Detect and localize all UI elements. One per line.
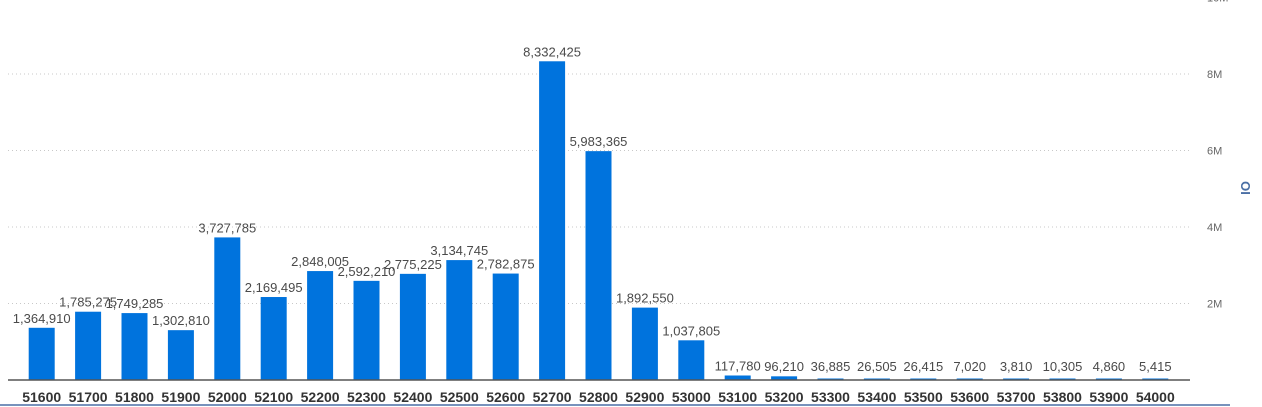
bar[interactable]	[539, 61, 566, 381]
bar[interactable]	[167, 330, 194, 380]
bar[interactable]	[399, 273, 426, 380]
bar-value-label: 26,505	[857, 359, 897, 374]
bar[interactable]	[771, 376, 798, 380]
gridlines	[8, 73, 1190, 304]
y-tick-label: 4M	[1207, 222, 1222, 234]
x-tick-label: 53200	[765, 389, 804, 405]
x-tick-label: 53600	[950, 389, 989, 405]
bar-value-label: 1,302,810	[152, 313, 210, 328]
x-tick-label: 54000	[1136, 389, 1175, 405]
x-tick-label: 53900	[1089, 389, 1128, 405]
bar-value-label: 3,134,745	[430, 243, 488, 258]
bar-value-label: 8,332,425	[523, 44, 581, 59]
x-tick-label: 51700	[69, 389, 108, 405]
bar[interactable]	[75, 311, 102, 380]
bar[interactable]	[214, 237, 241, 380]
bar[interactable]	[307, 271, 334, 380]
bar[interactable]	[724, 375, 751, 380]
x-tick-label: 53000	[672, 389, 711, 405]
bar-value-label: 1,749,285	[106, 296, 164, 311]
bars	[28, 61, 1169, 381]
y-tick-label: 10M	[1207, 0, 1228, 5]
bar-value-label: 1,364,910	[13, 311, 71, 326]
x-tick-label: 52800	[579, 389, 618, 405]
bar-value-label: 26,415	[903, 359, 943, 374]
x-tick-label: 52400	[393, 389, 432, 405]
bar-value-label: 1,892,550	[616, 291, 674, 306]
bar-value-label: 117,780	[715, 358, 761, 373]
bar-value-label: 96,210	[764, 359, 804, 374]
bar-value-label: 7,020	[953, 359, 986, 374]
bar[interactable]	[446, 260, 473, 380]
bar-value-label: 3,810	[1000, 359, 1033, 374]
x-tick-label: 51800	[115, 389, 154, 405]
x-tick-label: 51900	[161, 389, 200, 405]
bar-value-label: 36,885	[811, 359, 851, 374]
x-tick-label: 53100	[718, 389, 757, 405]
bar[interactable]	[121, 313, 148, 380]
x-tick-label: 52100	[254, 389, 293, 405]
bar-value-label: 10,305	[1043, 359, 1083, 374]
x-tick-label: 53400	[857, 389, 896, 405]
x-tick-label: 52300	[347, 389, 386, 405]
x-tick-label: 52600	[486, 389, 525, 405]
bar[interactable]	[28, 327, 55, 380]
x-tick-label: 53300	[811, 389, 850, 405]
x-tick-label: 52900	[625, 389, 664, 405]
bar[interactable]	[678, 340, 705, 380]
bar-value-label: 1,037,805	[662, 323, 720, 338]
x-tick-label: 53500	[904, 389, 943, 405]
y-tick-labels: 2M 4M 6M 8M 10M	[1207, 0, 1228, 311]
x-tick-label: 52200	[301, 389, 340, 405]
bar-value-label: 1,785,275	[59, 295, 117, 310]
y-tick-label: 2M	[1207, 299, 1222, 311]
bar-value-label: 2,775,225	[384, 257, 442, 272]
bar[interactable]	[585, 151, 612, 380]
y-axis-title: OI	[1238, 181, 1253, 195]
bar[interactable]	[492, 273, 519, 380]
bar-value-label: 3,727,785	[198, 220, 256, 235]
bar[interactable]	[353, 280, 380, 380]
x-tick-label: 53800	[1043, 389, 1082, 405]
bar-value-label: 2,848,005	[291, 254, 349, 269]
bar-value-label: 2,782,875	[477, 257, 535, 272]
x-tick-label: 51600	[22, 389, 61, 405]
bar-value-label: 2,169,495	[245, 280, 303, 295]
bar-value-label: 2,592,210	[338, 264, 396, 279]
x-tick-label: 52700	[533, 389, 572, 405]
x-tick-label: 52500	[440, 389, 479, 405]
y-tick-label: 8M	[1207, 69, 1222, 81]
bar[interactable]	[260, 297, 287, 380]
bar-value-label: 4,860	[1093, 359, 1126, 374]
bar-value-label: 5,983,365	[570, 134, 628, 149]
bar[interactable]	[631, 307, 658, 380]
x-tick-label: 52000	[208, 389, 247, 405]
x-tick-labels: 51600 51700 51800 51900 52000 52100 52200 52300…	[22, 389, 1175, 405]
y-tick-label: 6M	[1207, 146, 1222, 158]
x-tick-label: 53700	[997, 389, 1036, 405]
bar-value-label: 5,415	[1139, 359, 1172, 374]
